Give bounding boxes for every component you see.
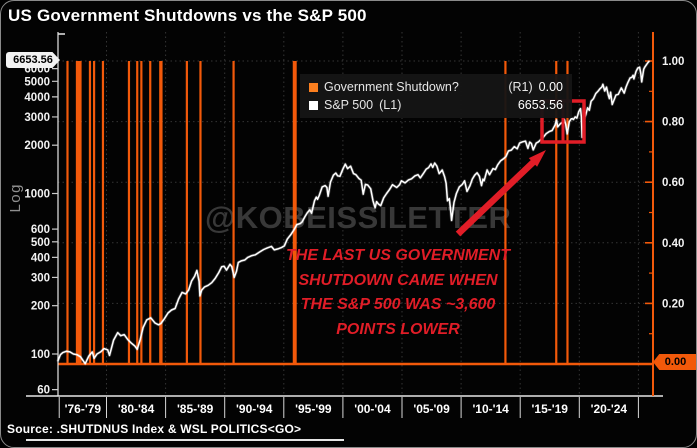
svg-text:'05-'09: '05-'09 xyxy=(413,402,450,416)
shutdown-axis-tag: (R1) xyxy=(508,80,533,94)
svg-text:'15-'19: '15-'19 xyxy=(532,402,569,416)
svg-text:1000: 1000 xyxy=(24,189,50,201)
svg-text:'85-'89: '85-'89 xyxy=(177,402,214,416)
svg-text:0.80: 0.80 xyxy=(662,117,684,129)
svg-text:'80-'84: '80-'84 xyxy=(118,402,155,416)
annotation-text: THE LAST US GOVERNMENT SHUTDOWN CAME WHE… xyxy=(269,244,527,342)
svg-text:500: 500 xyxy=(31,237,50,249)
annotation-line: THE S&P 500 WAS ~3,600 xyxy=(300,296,496,313)
svg-text:0.60: 0.60 xyxy=(662,177,684,189)
svg-text:1.00: 1.00 xyxy=(662,56,684,68)
spx-line xyxy=(56,59,651,366)
svg-text:0.20: 0.20 xyxy=(662,298,684,310)
horizontal-gridlines xyxy=(58,60,653,304)
legend: Government Shutdown? (R1) 0.00 S&P 500 (… xyxy=(300,74,572,118)
annotation-line: POINTS LOWER xyxy=(336,320,460,338)
svg-text:60: 60 xyxy=(37,385,50,397)
svg-text:'00-'04: '00-'04 xyxy=(354,402,391,416)
axes xyxy=(26,32,663,397)
x-axis: '76-'79 '80-'84 '85-'89 '90-'94 '95-'99 '00-'… xyxy=(58,397,639,418)
svg-text:4000: 4000 xyxy=(24,92,50,104)
svg-text:3000: 3000 xyxy=(24,112,50,124)
svg-text:300: 300 xyxy=(31,272,50,284)
shutdown-series-value: 0.00 xyxy=(538,80,563,94)
svg-text:2000: 2000 xyxy=(24,140,50,152)
svg-text:5000: 5000 xyxy=(24,76,50,88)
legend-row-spx: S&P 500 (L1) 6653.56 xyxy=(309,98,563,112)
svg-text:'90-'94: '90-'94 xyxy=(236,402,273,416)
svg-text:600: 600 xyxy=(31,224,50,236)
right-axis-ticks: 1.00 0.80 0.60 0.40 0.20 xyxy=(645,56,684,335)
annotation-line: THE LAST US GOVERNMENT xyxy=(285,247,510,264)
annotation-line: SHUTDOWN CAME WHEN xyxy=(298,271,498,289)
shutdown-series-swatch-icon xyxy=(309,82,318,92)
svg-text:100: 100 xyxy=(31,349,50,361)
source-text: Source: .SHUTDNUS Index & WSL POLITICS<G… xyxy=(7,422,302,436)
source-underline xyxy=(26,439,344,441)
svg-text:400: 400 xyxy=(31,252,50,264)
spx-series-swatch-icon xyxy=(309,100,318,110)
svg-text:'20-'24: '20-'24 xyxy=(591,402,628,416)
svg-text:0.40: 0.40 xyxy=(662,238,684,250)
red-arrow xyxy=(455,157,539,237)
shutdown-last-value-badge: 0.00 xyxy=(653,354,696,370)
legend-row-shutdown: Government Shutdown? (R1) 0.00 xyxy=(309,80,563,94)
spx-series-label: S&P 500 xyxy=(324,98,374,112)
svg-text:'95-'99: '95-'99 xyxy=(295,402,332,416)
left-axis-ticks: 6000500040003000200010006005004003002001… xyxy=(24,64,58,397)
page-title: US Government Shutdowns vs the S&P 500 xyxy=(8,6,367,25)
left-axis-scale-label: Log xyxy=(7,183,24,213)
shutdown-series-label: Government Shutdown? xyxy=(324,80,459,94)
red-arrowhead xyxy=(528,150,546,167)
svg-text:200: 200 xyxy=(31,301,50,313)
svg-text:'76-'79: '76-'79 xyxy=(65,402,102,416)
svg-text:'10-'14: '10-'14 xyxy=(472,402,509,416)
spx-last-value-badge: 6653.56 xyxy=(6,52,60,68)
spx-series-value: 6653.56 xyxy=(517,98,563,112)
spx-axis-tag: (L1) xyxy=(379,98,402,112)
